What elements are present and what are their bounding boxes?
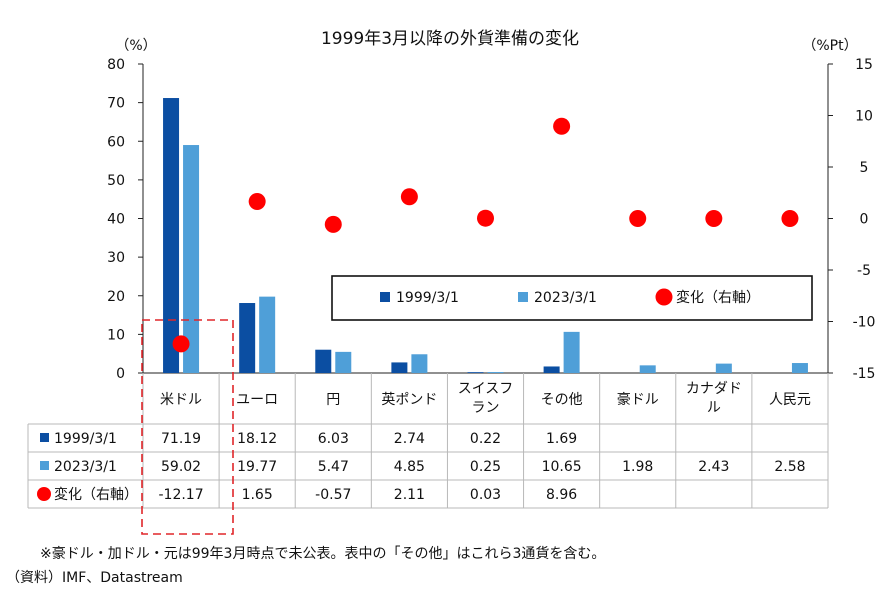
highlight-usd-box [141,319,234,535]
table-cell-value: 1.69 [546,431,577,447]
bar-2023 [487,372,504,373]
category-label: ル [707,400,721,416]
category-label: スイスフ [458,381,514,397]
bar-2023 [563,331,580,373]
bar-2023 [183,145,200,373]
change-dot [553,117,571,135]
table-cell-value: -12.17 [158,487,203,503]
change-dot [248,193,266,211]
change-dot [781,210,799,227]
table-cell-value: 1.98 [622,459,653,475]
category-label: 豪ドル [617,392,659,408]
change-dot [477,209,494,227]
table-cell-value: 1.65 [242,487,273,503]
category-label: 人民元 [769,392,811,408]
bar-1999 [543,366,560,373]
table-cell-value: 10.65 [542,459,582,475]
bar-1999 [467,372,484,373]
table-cell-value: 2.43 [698,459,729,475]
left-tick-label: 50 [107,173,125,189]
table-cell-value: 0.25 [470,459,501,475]
change-dot [172,335,190,353]
legend-label: 2023/3/1 [534,290,597,306]
row-swatch [40,433,49,442]
left-tick-label: 70 [107,96,125,112]
bar-1999 [163,98,180,373]
row-label: 1999/3/1 [54,431,117,447]
left-tick-label: 40 [107,212,125,228]
table-cell-value: 0.03 [470,487,501,503]
change-dot [705,210,723,227]
category-label: 米ドル [160,392,202,408]
right-tick-label: -10 [853,315,876,331]
right-tick-label: 0 [860,212,869,228]
table-cell-value: 6.03 [318,431,349,447]
left-tick-label: 80 [107,57,125,73]
row-dot [37,487,51,501]
bar-2023 [259,296,276,373]
left-tick-label: 0 [116,366,125,382]
bar-2023 [791,363,808,373]
table-cell-value: 5.47 [318,459,349,475]
table-cell-value: 4.85 [394,459,425,475]
source-note: （資料）IMF、Datastream [6,570,183,586]
bar-1999 [315,349,332,373]
right-tick-label: -15 [853,366,876,382]
left-tick-label: 60 [107,134,125,150]
bar-1999 [239,303,256,373]
table-cell-value: 59.02 [161,459,201,475]
bar-2023 [639,365,656,373]
table-cell-value: 0.22 [470,431,501,447]
legend-label: 1999/3/1 [396,290,459,306]
table-cell-value: 18.12 [237,431,277,447]
change-dot [324,215,342,233]
left-tick-label: 10 [107,327,125,343]
table-cell-value: 2.74 [394,431,425,447]
right-axis-unit: （%Pt） [802,38,857,54]
category-label: カナダド [686,381,742,397]
row-swatch [40,461,49,470]
category-label: ラン [472,400,500,416]
right-tick-label: -5 [857,263,871,279]
category-label: 英ポンド [381,391,437,408]
row-label: 変化（右軸） [54,486,138,503]
right-tick-label: 5 [860,160,869,176]
right-tick-label: 10 [855,109,873,125]
legend-box [331,275,813,321]
table-cell-value: 19.77 [237,459,277,475]
left-tick-label: 30 [107,250,125,266]
left-tick-label: 20 [107,289,125,305]
category-label: 円 [326,392,340,408]
bar-2023 [411,354,428,373]
table-cell-value: 2.11 [394,487,425,503]
bar-1999 [391,362,408,373]
legend-swatch [518,292,528,302]
category-label: その他 [541,392,583,408]
legend-dot [655,288,673,306]
category-label: ユーロ [236,392,278,408]
legend-label: 変化（右軸） [676,289,760,306]
legend-swatch [380,292,390,302]
change-dot [400,188,418,206]
bar-2023 [335,351,352,373]
chart-title: 1999年3月以降の外貨準備の変化 [321,29,579,49]
table-cell-value: 71.19 [161,431,201,447]
change-dot [629,210,647,227]
table-cell-value: -0.57 [315,487,351,503]
row-label: 2023/3/1 [54,459,117,475]
left-axis-unit: （%） [115,38,156,54]
right-tick-label: 15 [855,57,873,73]
bar-2023 [715,363,732,373]
table-cell-value: 8.96 [546,487,577,503]
footnote: ※豪ドル・加ドル・元は99年3月時点で未公表。表中の「その他」はこれら3通貨を含… [40,545,605,562]
table-cell-value: 2.58 [774,459,805,475]
